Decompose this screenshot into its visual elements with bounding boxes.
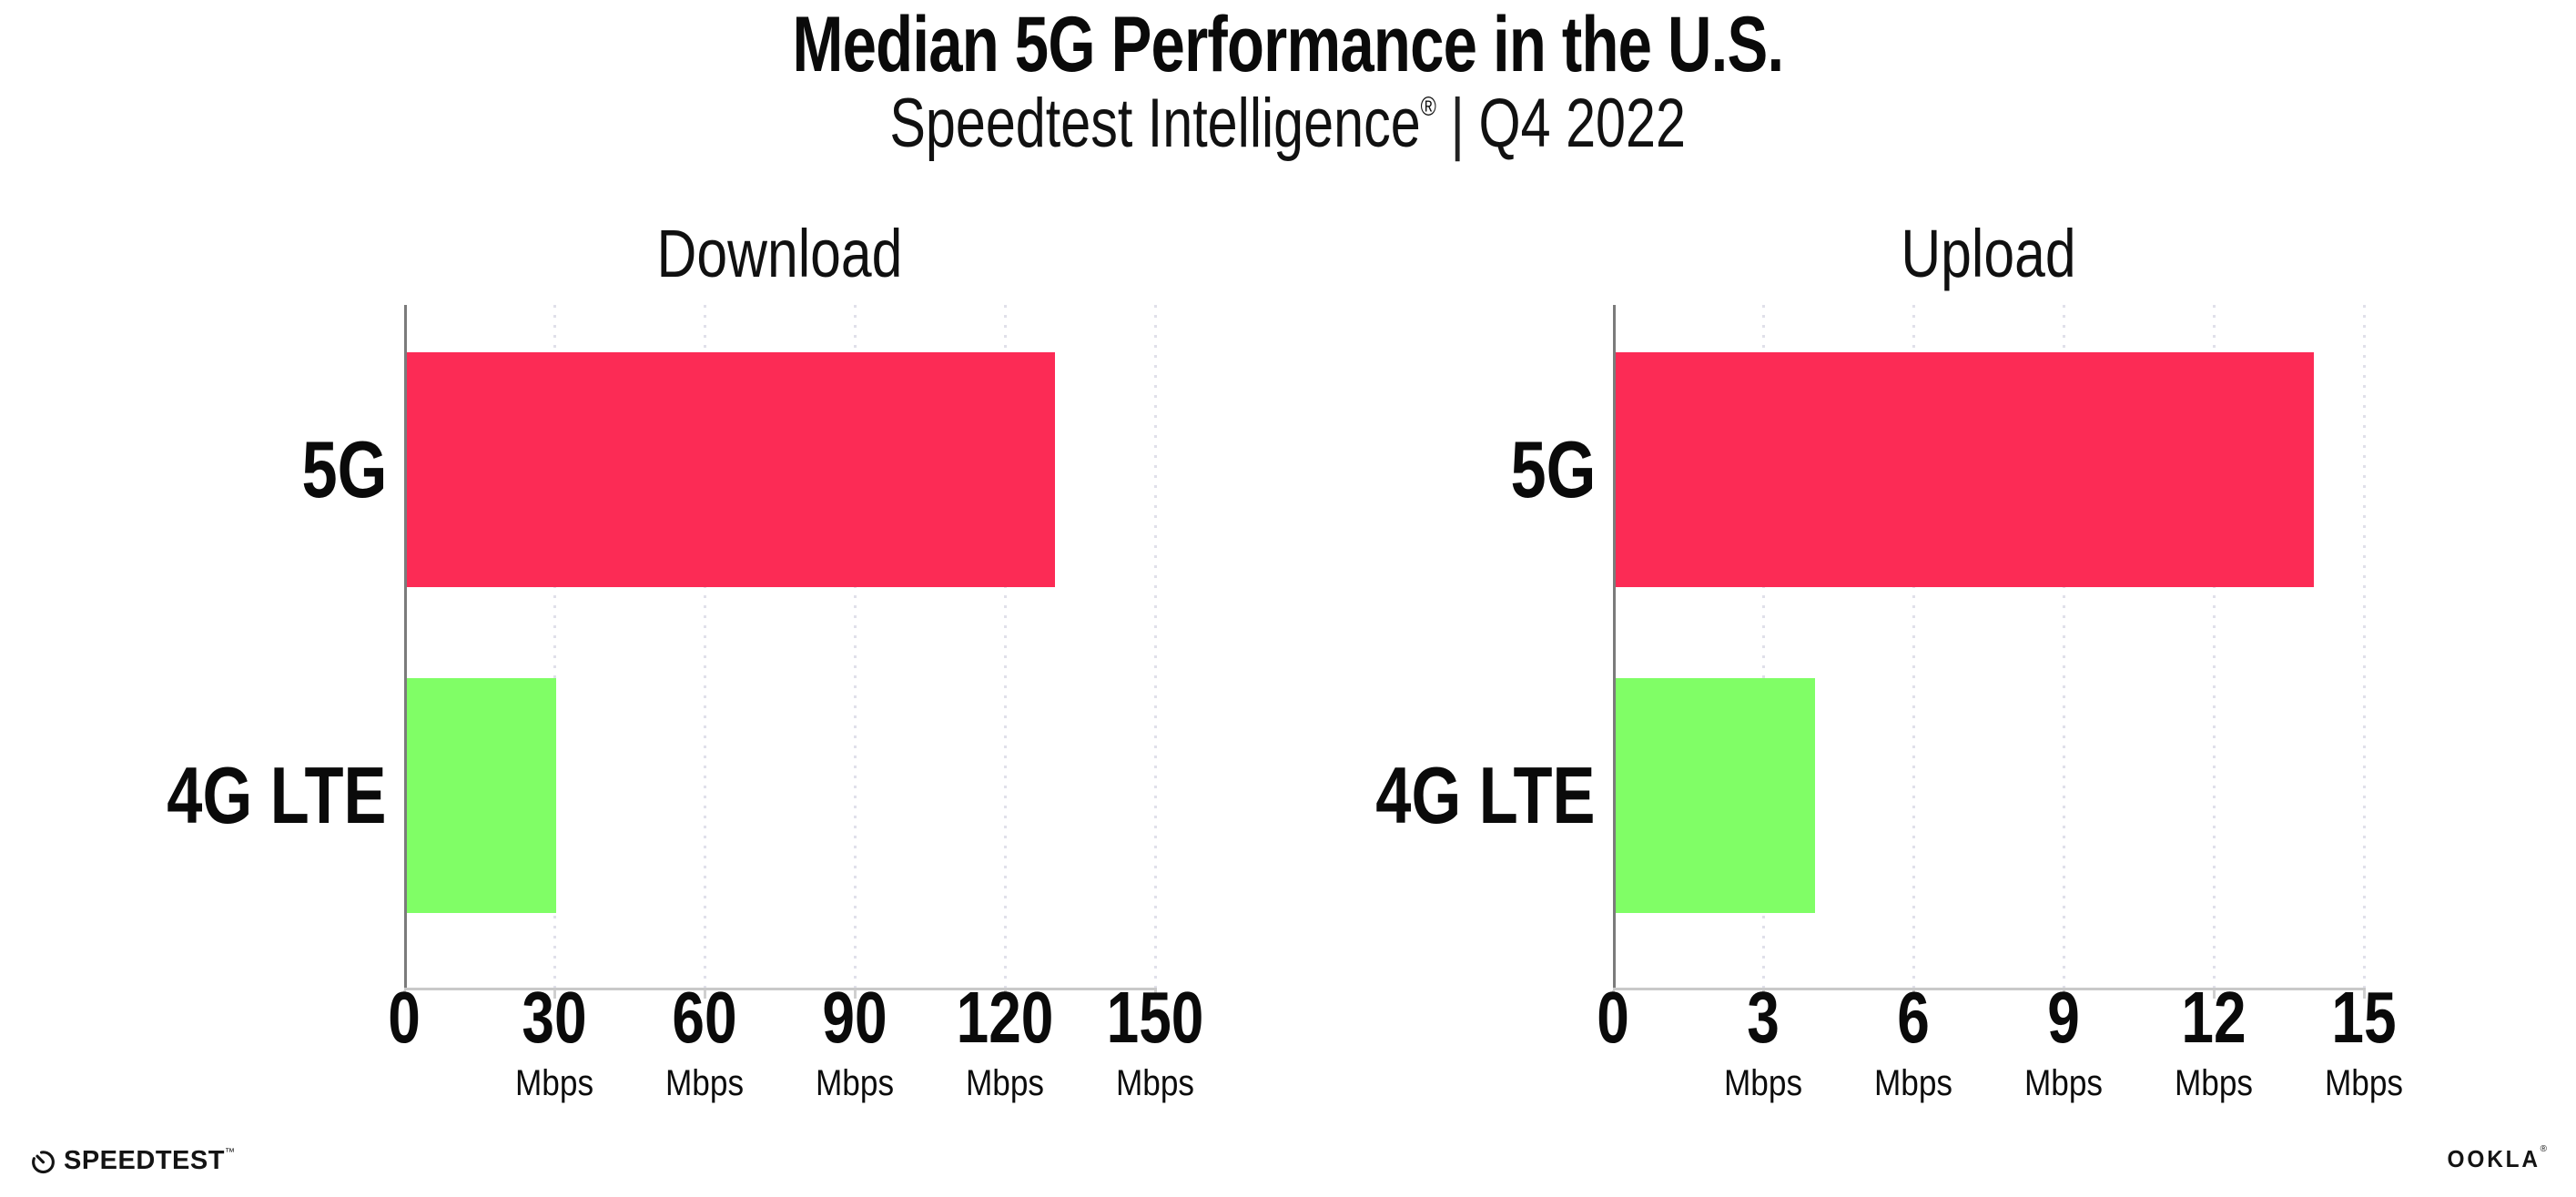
- trademark-mark-icon: ™: [224, 1147, 235, 1158]
- tick-label: 12 Mbps: [2169, 977, 2258, 1103]
- tick-mark: [2063, 990, 2065, 999]
- plot-area-download: [403, 305, 1157, 999]
- speedtest-wordmark: SPEEDTEST: [64, 1145, 225, 1175]
- tick-mark: [1912, 990, 1915, 999]
- page-subtitle-text: Speedtest Intelligence® | Q4 2022: [890, 87, 1687, 160]
- tick-mark: [1612, 990, 1615, 999]
- tick-mark: [403, 990, 406, 999]
- gridline: [1154, 305, 1157, 988]
- registered-mark-icon: ®: [2540, 1144, 2547, 1154]
- tick-unit: Mbps: [664, 1063, 745, 1103]
- speedtest-gauge-icon: [32, 1150, 55, 1173]
- subtitle-separator: |: [1450, 85, 1465, 162]
- bar-4glte-download: [407, 678, 557, 913]
- tick-unit: Mbps: [965, 1063, 1045, 1103]
- x-axis-line: [404, 988, 1157, 990]
- tick-unit: Mbps: [2324, 1063, 2404, 1103]
- tick-value: 9: [2047, 977, 2080, 1058]
- tick-value: 0: [1597, 977, 1629, 1058]
- registered-mark-icon: ®: [1421, 92, 1437, 122]
- subtitle-period: Q4 2022: [1478, 85, 1687, 162]
- tick-label: 0: [384, 981, 425, 1054]
- gridline: [553, 305, 556, 988]
- tick-label: 0: [1593, 981, 1634, 1054]
- tick-mark: [854, 990, 857, 999]
- gridline: [1912, 305, 1915, 988]
- x-axis-ticks-download: 0 30 Mbps 60 Mbps 90 Mbps 120 Mbps 150 Mbps: [388, 977, 1203, 1118]
- tick-label: 120 Mbps: [944, 977, 1065, 1103]
- tick-unit: Mbps: [514, 1063, 594, 1103]
- bar-5g-download: [407, 352, 1056, 587]
- tick-unit: Mbps: [2023, 1063, 2104, 1103]
- tick-label: 15 Mbps: [2319, 977, 2409, 1103]
- x-axis-line: [1613, 988, 2366, 990]
- tick-mark: [2213, 990, 2216, 999]
- gridline: [704, 305, 706, 988]
- tick-value: 60: [672, 977, 737, 1058]
- speedtest-logo: SPEEDTEST ™: [30, 1145, 235, 1176]
- tick-value: 0: [388, 977, 421, 1058]
- tick-unit: Mbps: [1723, 1063, 1803, 1103]
- tick-mark: [1004, 990, 1007, 999]
- gridline: [2363, 305, 2366, 988]
- bar-row: [1616, 352, 2364, 587]
- tick-value: 30: [522, 977, 587, 1058]
- tick-mark: [2363, 990, 2366, 999]
- bar-row: [1616, 678, 2364, 913]
- x-axis-ticks-upload: 0 3 Mbps 6 Mbps 9 Mbps 12 Mbps 15 Mbps: [1597, 977, 2403, 1118]
- tick-label: 60 Mbps: [660, 977, 749, 1103]
- tick-value: 120: [956, 977, 1054, 1058]
- tick-label: 30 Mbps: [510, 977, 599, 1103]
- tick-mark: [1154, 990, 1157, 999]
- tick-value: 90: [822, 977, 887, 1058]
- y-axis-line: [1613, 305, 1616, 990]
- gridline: [1762, 305, 1765, 988]
- gridline: [1004, 305, 1007, 988]
- download-panel-title: Download: [656, 216, 903, 291]
- tick-mark: [704, 990, 706, 999]
- page-title-text: Median 5G Performance in the U.S.: [792, 1, 1785, 88]
- tick-unit: Mbps: [1115, 1063, 1195, 1103]
- tick-label: 90 Mbps: [810, 977, 899, 1103]
- tick-unit: Mbps: [815, 1063, 895, 1103]
- tick-label: 9 Mbps: [2019, 977, 2108, 1103]
- tick-mark: [1762, 990, 1765, 999]
- bar-row: [407, 352, 1155, 587]
- tick-value: 150: [1106, 977, 1204, 1058]
- ookla-logo: OOKLA ®: [2441, 1144, 2547, 1172]
- bar-5g-upload: [1616, 352, 2315, 587]
- category-label-5g-upload: 5G: [1510, 424, 1596, 514]
- category-label-4glte-upload: 4G LTE: [1375, 750, 1596, 840]
- tick-value: 6: [1897, 977, 1930, 1058]
- subtitle-brand: Speedtest Intelligence: [889, 85, 1422, 162]
- plot-area-upload: [1612, 305, 2366, 999]
- bar-row: [407, 678, 1155, 913]
- tick-label: 3 Mbps: [1719, 977, 1808, 1103]
- grid-layer: [404, 305, 1157, 990]
- category-label-5g-download: 5G: [301, 424, 387, 514]
- tick-unit: Mbps: [1873, 1063, 1953, 1103]
- tick-value: 12: [2181, 977, 2246, 1058]
- page-subtitle: Speedtest Intelligence® | Q4 2022: [0, 87, 2576, 160]
- category-label-4glte-download: 4G LTE: [167, 750, 387, 840]
- tick-label: 150 Mbps: [1094, 977, 1215, 1103]
- grid-layer: [1613, 305, 2366, 990]
- page-title: Median 5G Performance in the U.S.: [0, 4, 2576, 86]
- y-axis-line: [404, 305, 407, 990]
- gridline: [2213, 305, 2216, 988]
- bar-4glte-upload: [1616, 678, 1816, 913]
- tick-value: 15: [2331, 977, 2397, 1058]
- ookla-wordmark: OOKLA: [2447, 1145, 2541, 1172]
- tick-mark: [553, 990, 556, 999]
- upload-panel-title: Upload: [1901, 216, 2076, 291]
- tick-unit: Mbps: [2174, 1063, 2254, 1103]
- gridline: [854, 305, 857, 988]
- gridline: [2063, 305, 2065, 988]
- tick-value: 3: [1747, 977, 1780, 1058]
- tick-label: 6 Mbps: [1869, 977, 1958, 1103]
